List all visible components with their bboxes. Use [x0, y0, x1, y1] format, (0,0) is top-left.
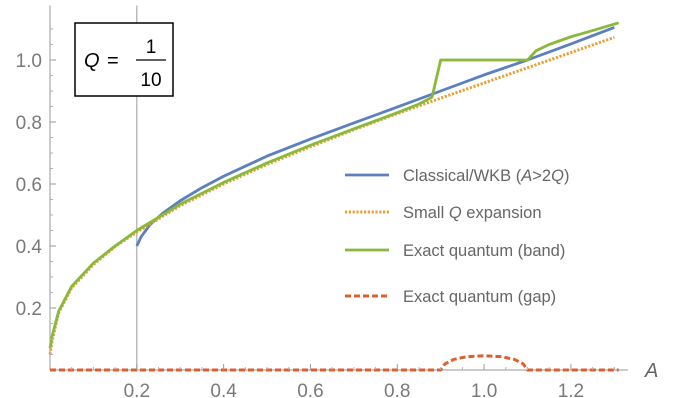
- legend-label-3: Exact quantum (band): [403, 242, 565, 260]
- legend-label-2: Small Q expansion: [403, 204, 542, 222]
- x-axis-label: A: [644, 360, 658, 382]
- x-tick-label: 1.2: [558, 381, 584, 398]
- legend-label-4: Exact quantum (gap): [403, 288, 556, 306]
- y-tick-label: 0.4: [16, 237, 43, 258]
- y-tick-label: 0.2: [16, 299, 42, 320]
- q-denominator: 10: [140, 70, 161, 91]
- x-tick-label: 0.4: [210, 381, 237, 398]
- q-variable: Q: [84, 50, 100, 72]
- x-tick-label: 0.8: [384, 381, 410, 398]
- x-tick-label: 0.6: [297, 381, 323, 398]
- q-equals: =: [107, 50, 119, 72]
- q-numerator: 1: [146, 37, 157, 58]
- series-layer: [48, 21, 620, 372]
- legend: Classical/WKB (A>2Q) Small Q expansion Exa…: [345, 167, 569, 306]
- ticks-layer: 0.2 0.4 0.6 0.8 1.0 1.2 0.2 0.4 0.6 0.8 1.0: [16, 28, 615, 398]
- y-tick-label: 0.8: [16, 113, 42, 134]
- legend-label-1: Classical/WKB (A>2Q): [403, 167, 569, 185]
- y-tick-label: 0.6: [16, 175, 42, 196]
- x-tick-label: 1.0: [471, 381, 497, 398]
- x-tick-label: 0.2: [124, 381, 150, 398]
- series-line-4: [50, 354, 619, 372]
- series-line-3: [48, 21, 620, 349]
- y-tick-label: 1.0: [16, 51, 42, 72]
- q-annotation-box: Q = 1 10: [74, 22, 174, 97]
